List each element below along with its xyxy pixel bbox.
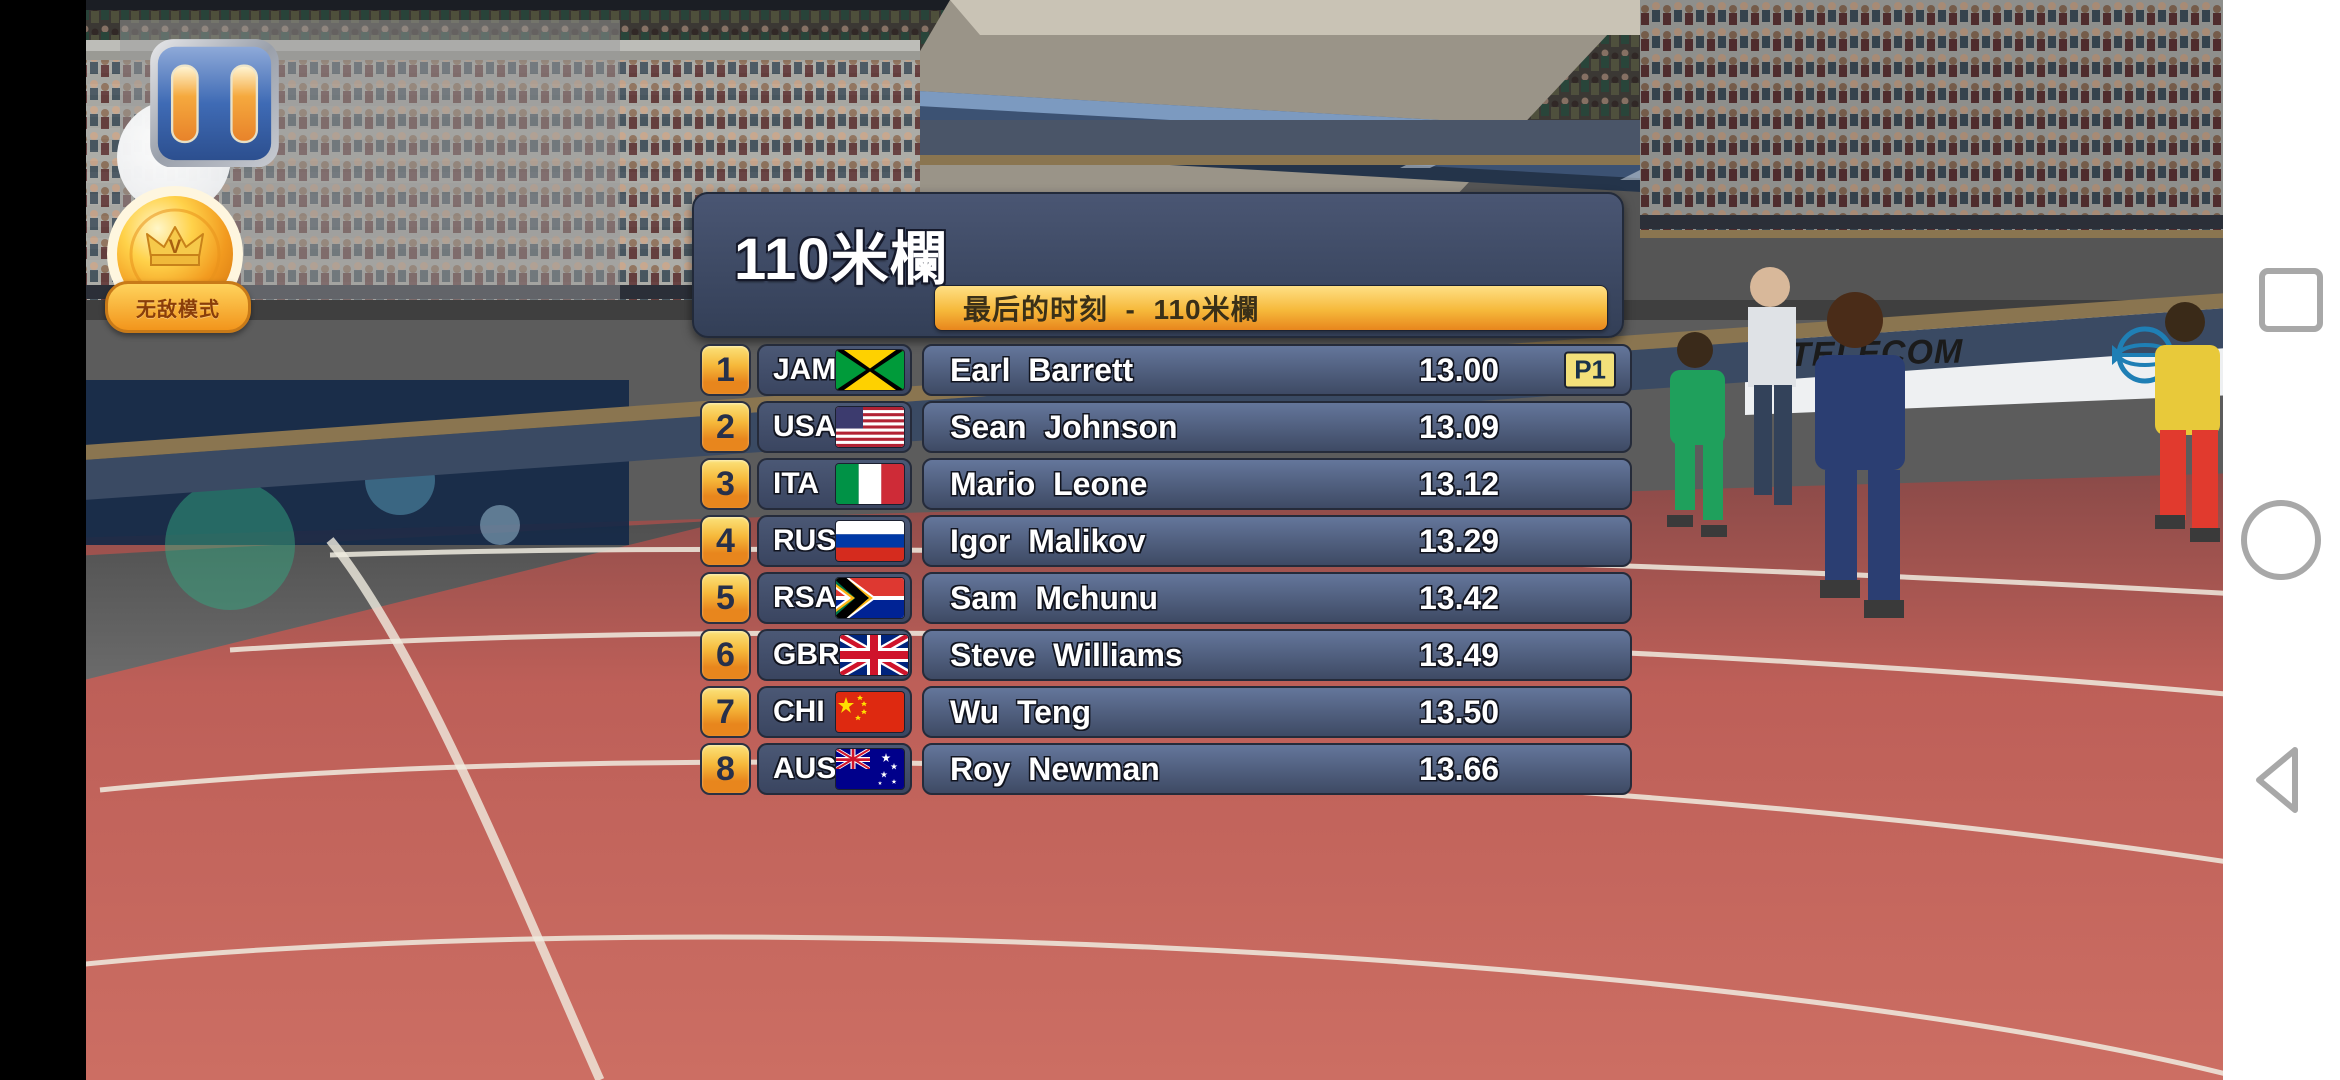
svg-text:V: V — [169, 237, 182, 258]
